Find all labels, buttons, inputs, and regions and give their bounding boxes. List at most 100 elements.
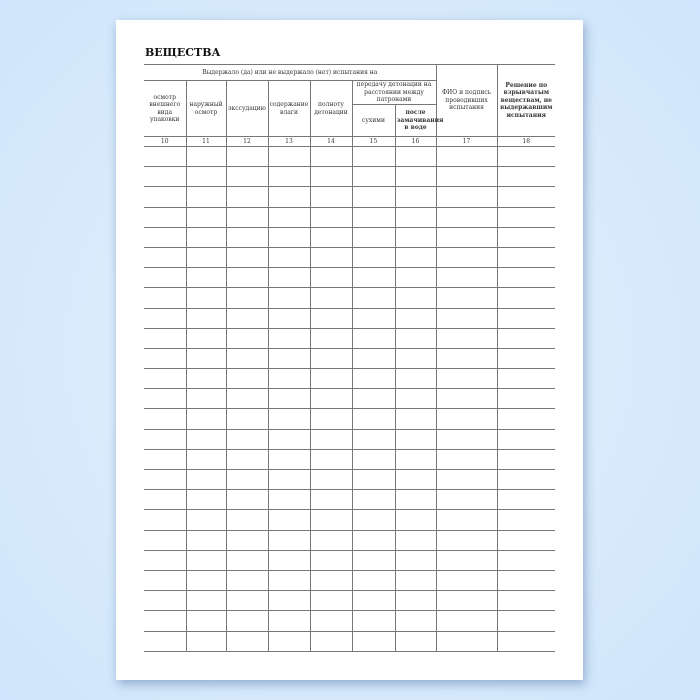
blank-cell <box>435 347 498 370</box>
blank-cell <box>309 307 353 329</box>
blank-cell <box>267 327 311 349</box>
blank-cell <box>496 529 556 551</box>
blank-cell <box>394 166 437 188</box>
blank-cell <box>309 166 353 188</box>
blank-cell <box>267 226 311 248</box>
blank-cell <box>225 630 269 652</box>
blank-cell <box>435 226 498 248</box>
blank-cell <box>351 509 396 531</box>
table-row <box>144 529 556 551</box>
blank-cell <box>225 569 269 592</box>
blank-cell <box>496 468 556 491</box>
table-row <box>144 246 556 269</box>
blank-cell <box>496 347 556 370</box>
blank-cell <box>267 246 311 269</box>
blank-cell <box>267 307 311 329</box>
header-col-10: осмотр внешнего вида упаковки <box>144 80 187 137</box>
blank-cell <box>185 388 227 410</box>
blank-cell <box>144 307 187 329</box>
blank-cell <box>225 206 269 228</box>
blank-cell <box>267 509 311 531</box>
blank-cell <box>496 186 556 208</box>
header-col-12: экссудацию <box>225 80 269 137</box>
blank-cell <box>267 388 311 410</box>
blank-cell <box>225 408 269 430</box>
blank-cell <box>267 145 311 168</box>
table-row <box>144 166 556 188</box>
blank-cell <box>394 307 437 329</box>
blank-cell <box>351 610 396 632</box>
blank-cell <box>185 307 227 329</box>
blank-cell <box>435 145 498 168</box>
blank-cell <box>351 186 396 208</box>
table-row <box>144 226 556 248</box>
blank-cell <box>267 569 311 592</box>
blank-cell <box>144 166 187 188</box>
blank-cell <box>496 145 556 168</box>
blank-cell <box>225 287 269 309</box>
blank-cell <box>185 145 227 168</box>
blank-cell <box>394 630 437 652</box>
blank-cell <box>496 368 556 390</box>
blank-cell <box>144 569 187 592</box>
blank-cell <box>225 388 269 410</box>
blank-cell <box>309 489 353 511</box>
table-row <box>144 287 556 309</box>
blank-cell <box>351 529 396 551</box>
col-num: 11 <box>185 136 227 147</box>
blank-cell <box>309 428 353 450</box>
col-num: 14 <box>309 136 353 147</box>
blank-cell <box>351 590 396 612</box>
table-row <box>144 145 556 168</box>
blank-cell <box>267 428 311 450</box>
blank-cell <box>351 368 396 390</box>
blank-cell <box>496 549 556 571</box>
blank-cell <box>435 590 498 612</box>
blank-cell <box>351 388 396 410</box>
blank-cell <box>394 549 437 571</box>
blank-cell <box>435 287 498 309</box>
blank-cell <box>144 267 187 289</box>
blank-cell <box>185 368 227 390</box>
blank-cell <box>435 267 498 289</box>
table-row <box>144 590 556 612</box>
blank-cell <box>185 206 227 228</box>
header-col-13: содержание влаги <box>267 80 311 137</box>
blank-cell <box>144 287 187 309</box>
blank-cell <box>144 206 187 228</box>
blank-cell <box>435 549 498 571</box>
blank-cell <box>435 489 498 511</box>
table-row <box>144 428 556 450</box>
header-col-15: сухими <box>351 104 396 137</box>
blank-cell <box>309 246 353 269</box>
blank-cell <box>185 408 227 430</box>
blank-cell <box>351 307 396 329</box>
blank-cell <box>267 630 311 652</box>
col-num: 16 <box>394 136 437 147</box>
blank-cell <box>225 489 269 511</box>
blank-cell <box>435 327 498 349</box>
blank-cell <box>394 529 437 551</box>
blank-cell <box>496 206 556 228</box>
blank-cell <box>144 610 187 632</box>
blank-cell <box>225 428 269 450</box>
blank-cell <box>394 509 437 531</box>
blank-cell <box>267 448 311 471</box>
blank-cell <box>309 347 353 370</box>
blank-cell <box>496 489 556 511</box>
blank-cell <box>496 307 556 329</box>
blank-cell <box>309 630 353 652</box>
blank-cell <box>144 448 187 471</box>
blank-cell <box>496 630 556 652</box>
blank-cell <box>267 468 311 491</box>
blank-cell <box>435 368 498 390</box>
blank-cell <box>309 186 353 208</box>
blank-cell <box>225 468 269 491</box>
blank-cell <box>267 489 311 511</box>
blank-cell <box>225 246 269 269</box>
blank-cell <box>144 549 187 571</box>
blank-cell <box>267 186 311 208</box>
blank-cell <box>144 327 187 349</box>
blank-cell <box>351 468 396 491</box>
table-row <box>144 509 556 531</box>
